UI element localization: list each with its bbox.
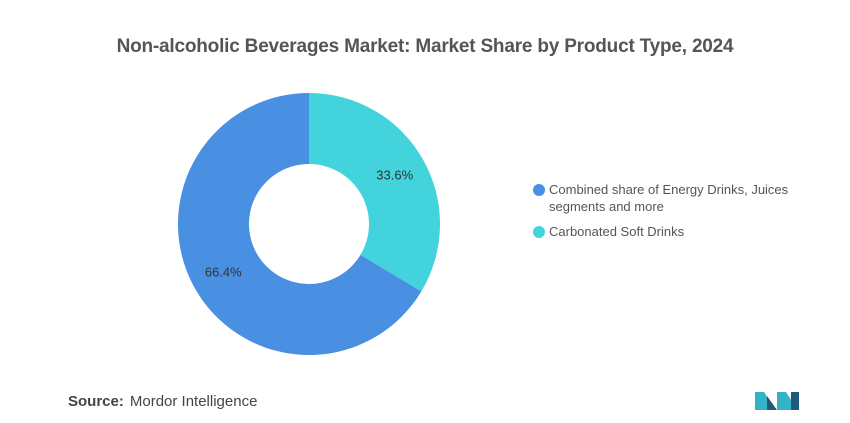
chart-title: Non-alcoholic Beverages Market: Market S… — [116, 36, 734, 57]
donut-slice-label-1: 66.4% — [205, 265, 242, 280]
legend-swatch-carbonated — [533, 226, 545, 238]
logo-right-bar — [791, 392, 799, 410]
donut-slice-0 — [309, 93, 440, 292]
legend-item-combined: Combined share of Energy Drinks, Juices … — [533, 181, 823, 215]
legend-label-combined: Combined share of Energy Drinks, Juices … — [549, 182, 789, 214]
chart-legend: Combined share of Energy Drinks, Juices … — [533, 181, 823, 248]
source-line: Source: Mordor Intelligence — [68, 393, 257, 410]
source-label: Source: — [68, 393, 124, 410]
donut-slice-label-0: 33.6% — [376, 167, 413, 182]
logo-middle-stroke — [767, 396, 777, 410]
donut-slice-1 — [177, 93, 422, 356]
legend-item-carbonated: Carbonated Soft Drinks — [533, 223, 823, 240]
legend-label-carbonated: Carbonated Soft Drinks — [549, 224, 685, 239]
mordor-intelligence-logo-icon — [755, 392, 799, 410]
source-value: Mordor Intelligence — [129, 393, 258, 410]
legend-swatch-combined — [533, 184, 545, 196]
logo-right-stroke — [777, 392, 795, 410]
